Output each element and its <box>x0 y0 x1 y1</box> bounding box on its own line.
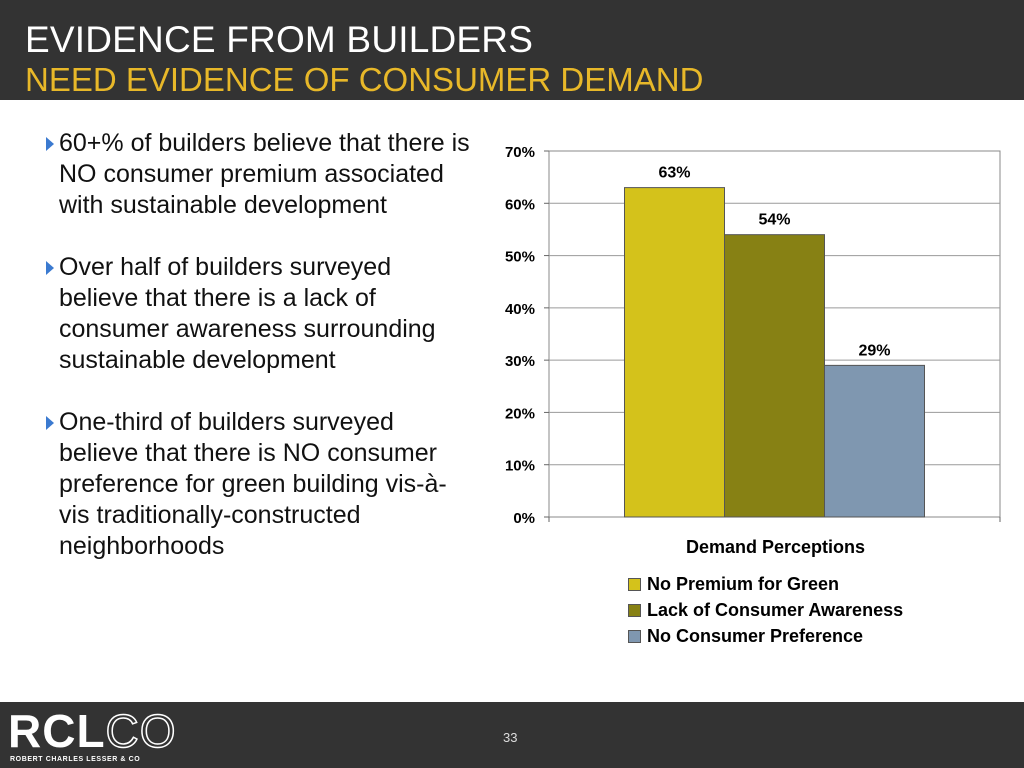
y-tick-label: 20% <box>505 405 535 422</box>
bar-data-label: 63% <box>658 165 690 182</box>
chart-svg: 0% 10% 20% 30% 40% 50% 60% 70% 63% 54% 29% Demand P… <box>505 144 1001 557</box>
legend-label: Lack of Consumer Awareness <box>647 599 904 620</box>
page-subtitle: NEED EVIDENCE OF CONSUMER DEMAND <box>25 61 704 98</box>
legend-swatch <box>628 629 641 643</box>
legend-swatch <box>628 603 641 617</box>
bullet-item: One-third of builders surveyed believe t… <box>42 407 472 562</box>
bullet-list: 60+% of builders believe that there is N… <box>42 128 472 593</box>
y-tick-label: 10% <box>505 458 535 475</box>
chart-legend: No Premium for Green Lack of Consumer Awa… <box>628 571 903 649</box>
y-tick-label: 0% <box>513 510 535 527</box>
bullet-text: Over half of builders surveyed believe t… <box>59 253 436 374</box>
triangle-bullet-icon <box>46 137 54 151</box>
page-title: EVIDENCE FROM BUILDERS <box>25 19 534 60</box>
legend-label: No Premium for Green <box>647 573 840 594</box>
bullet-text: 60+% of builders believe that there is N… <box>59 129 470 219</box>
legend-label: No Consumer Preference <box>647 625 864 646</box>
rclco-logo: RCLCO ROBERT CHARLES LESSER & CO <box>8 705 176 764</box>
bar <box>824 364 925 518</box>
logo-rcl-text: RCL <box>8 705 106 757</box>
x-axis-title: Demand Perceptions <box>686 537 865 557</box>
y-tick-label: 70% <box>505 144 535 161</box>
page-number: 33 <box>503 730 518 745</box>
logo-tagline: ROBERT CHARLES LESSER & CO <box>10 756 141 763</box>
legend-item: Lack of Consumer Awareness <box>628 597 903 623</box>
bullet-item: Over half of builders surveyed believe t… <box>42 252 472 376</box>
legend-item: No Consumer Preference <box>628 623 903 649</box>
bullet-text: One-third of builders surveyed believe t… <box>59 408 447 560</box>
header-bar: EVIDENCE FROM BUILDERS NEED EVIDENCE OF … <box>0 0 1024 100</box>
y-tick-label: 40% <box>505 301 535 318</box>
logo-co-text: CO <box>105 705 177 757</box>
y-tick-label: 50% <box>505 249 535 266</box>
bar-chart: 0% 10% 20% 30% 40% 50% 60% 70% 63% 54% 29% Demand P… <box>470 130 1010 660</box>
legend-item: No Premium for Green <box>628 571 903 597</box>
legend-swatch <box>628 577 641 591</box>
footer-bar: RCLCO ROBERT CHARLES LESSER & CO 33 <box>0 702 1024 768</box>
triangle-bullet-icon <box>46 416 54 430</box>
y-tick-label: 30% <box>505 353 535 370</box>
bar <box>624 187 725 518</box>
bar-data-label: 29% <box>858 342 890 359</box>
bullet-item: 60+% of builders believe that there is N… <box>42 128 472 221</box>
y-tick-label: 60% <box>505 196 535 213</box>
bar-data-label: 54% <box>758 212 790 229</box>
bar <box>724 234 825 518</box>
triangle-bullet-icon <box>46 261 54 275</box>
